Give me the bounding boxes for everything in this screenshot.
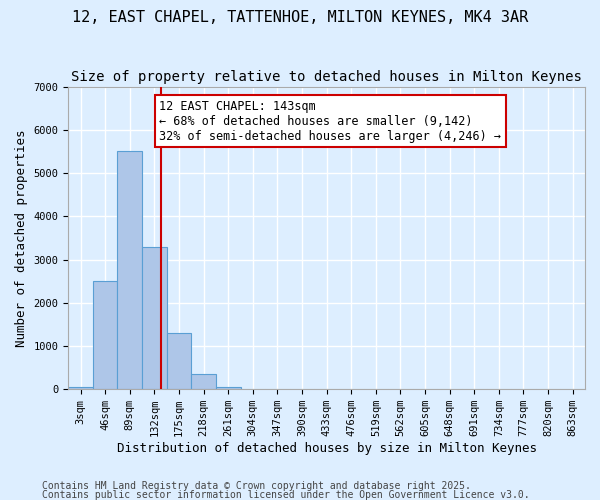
Title: Size of property relative to detached houses in Milton Keynes: Size of property relative to detached ho… bbox=[71, 70, 582, 84]
Bar bbox=[68, 387, 93, 389]
Bar bbox=[216, 387, 241, 389]
Bar bbox=[118, 152, 142, 389]
X-axis label: Distribution of detached houses by size in Milton Keynes: Distribution of detached houses by size … bbox=[116, 442, 536, 455]
Y-axis label: Number of detached properties: Number of detached properties bbox=[15, 129, 28, 346]
Text: Contains public sector information licensed under the Open Government Licence v3: Contains public sector information licen… bbox=[42, 490, 530, 500]
Text: Contains HM Land Registry data © Crown copyright and database right 2025.: Contains HM Land Registry data © Crown c… bbox=[42, 481, 471, 491]
Bar bbox=[142, 246, 167, 389]
Text: 12, EAST CHAPEL, TATTENHOE, MILTON KEYNES, MK4 3AR: 12, EAST CHAPEL, TATTENHOE, MILTON KEYNE… bbox=[72, 10, 528, 25]
Bar bbox=[191, 374, 216, 389]
Bar bbox=[167, 333, 191, 389]
Text: 12 EAST CHAPEL: 143sqm
← 68% of detached houses are smaller (9,142)
32% of semi-: 12 EAST CHAPEL: 143sqm ← 68% of detached… bbox=[160, 100, 502, 142]
Bar bbox=[93, 281, 118, 389]
